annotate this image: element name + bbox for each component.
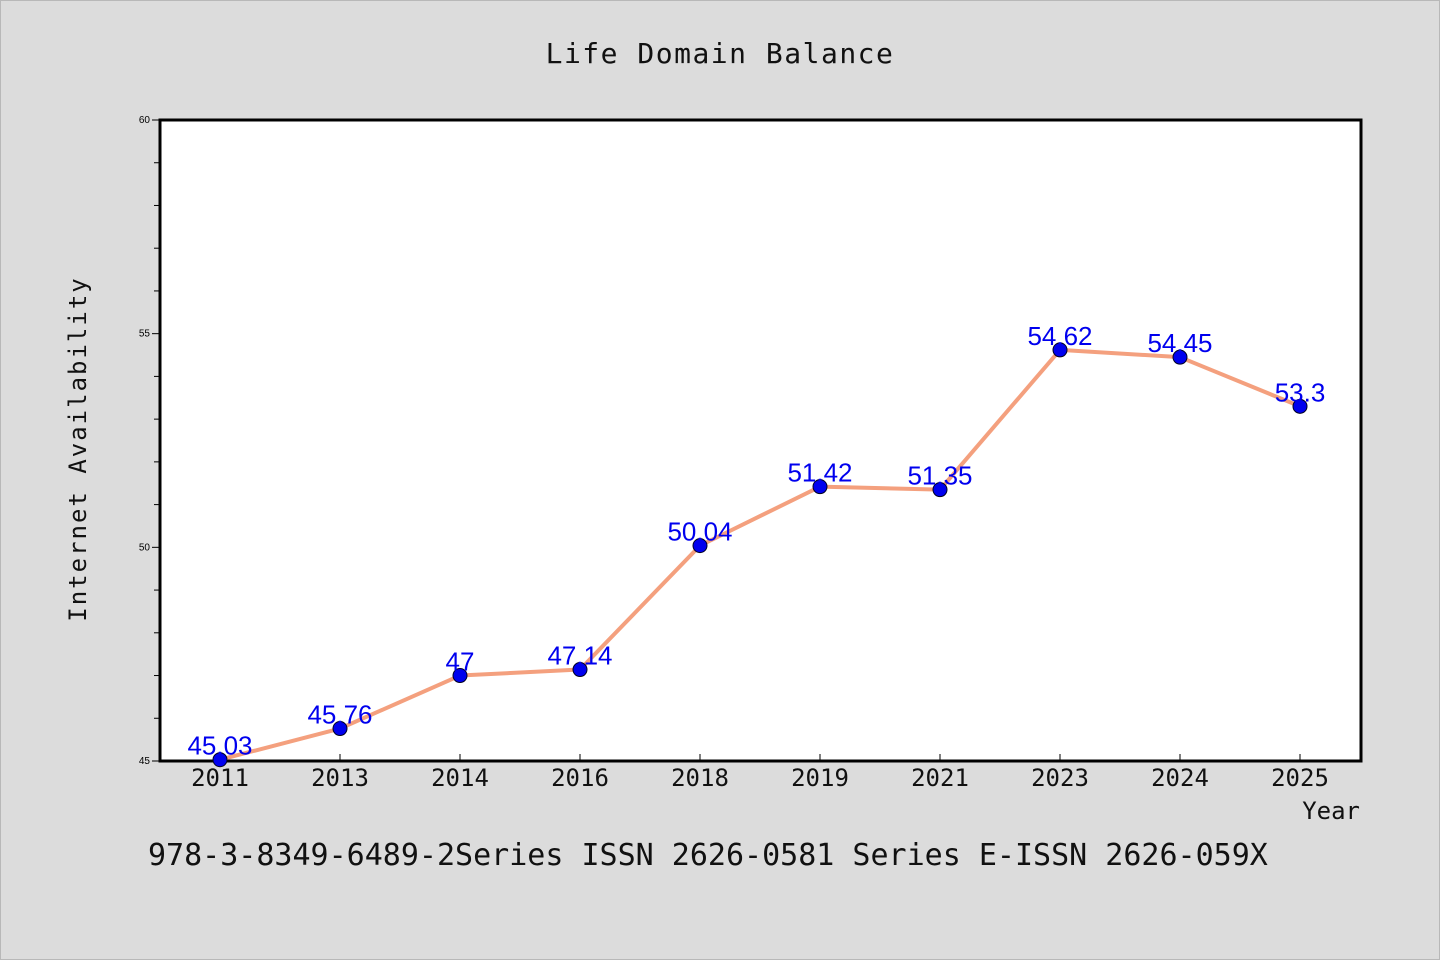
x-tick-label: 2011 [191,764,249,792]
x-tick-label: 2016 [551,764,609,792]
isbn-text: 978-3-8349-6489-2Series ISSN 2626-0581 S… [148,838,1268,873]
series-line [218,347,1302,762]
y-tick-label: 60 [139,115,151,126]
data-point [572,662,588,678]
x-axis-label: Year [1302,797,1360,825]
x-tick-label: 2025 [1271,764,1329,792]
data-label: 51.35 [907,461,972,491]
x-tick-label: 2024 [1151,764,1209,792]
x-axis: 2011 2013 2014 2016 2018 2019 2021 2023 2024 2025 [191,754,1329,792]
chart-title: Life Domain Balance [546,37,895,70]
data-label: 47.14 [547,641,612,671]
x-tick-label: 2023 [1031,764,1089,792]
x-tick-label: 2019 [791,764,849,792]
data-point [932,482,948,498]
data-label: 45.03 [187,731,252,761]
x-tick-label: 2018 [671,764,729,792]
y-axis-label: Internet Availability [64,276,92,621]
data-label: 54.45 [1147,328,1212,358]
plot-area [158,118,1363,763]
y-tick-label: 45 [139,756,151,767]
y-axis: 45 50 55 60 [139,115,160,767]
data-point [812,479,828,495]
y-tick-label: 50 [139,542,151,553]
data-point [212,752,228,768]
data-point [332,721,348,737]
y-tick-label: 55 [139,329,151,340]
data-label: 51.42 [787,458,852,488]
data-label: 54.62 [1027,321,1092,351]
data-label: 50.04 [667,517,732,547]
x-tick-label: 2021 [911,764,969,792]
data-point [452,668,468,684]
data-label: 47 [446,647,475,677]
data-point [1172,349,1188,365]
x-tick-label: 2013 [311,764,369,792]
x-tick-label: 2014 [431,764,489,792]
data-point [692,538,708,554]
series-layer: 45.03 45.76 47 47.14 50.04 51.42 51.35 54.62 54.… [187,321,1326,768]
data-label: 45.76 [307,700,372,730]
data-point [1292,398,1308,414]
data-point [1052,342,1068,358]
data-label: 53.3 [1275,377,1326,407]
